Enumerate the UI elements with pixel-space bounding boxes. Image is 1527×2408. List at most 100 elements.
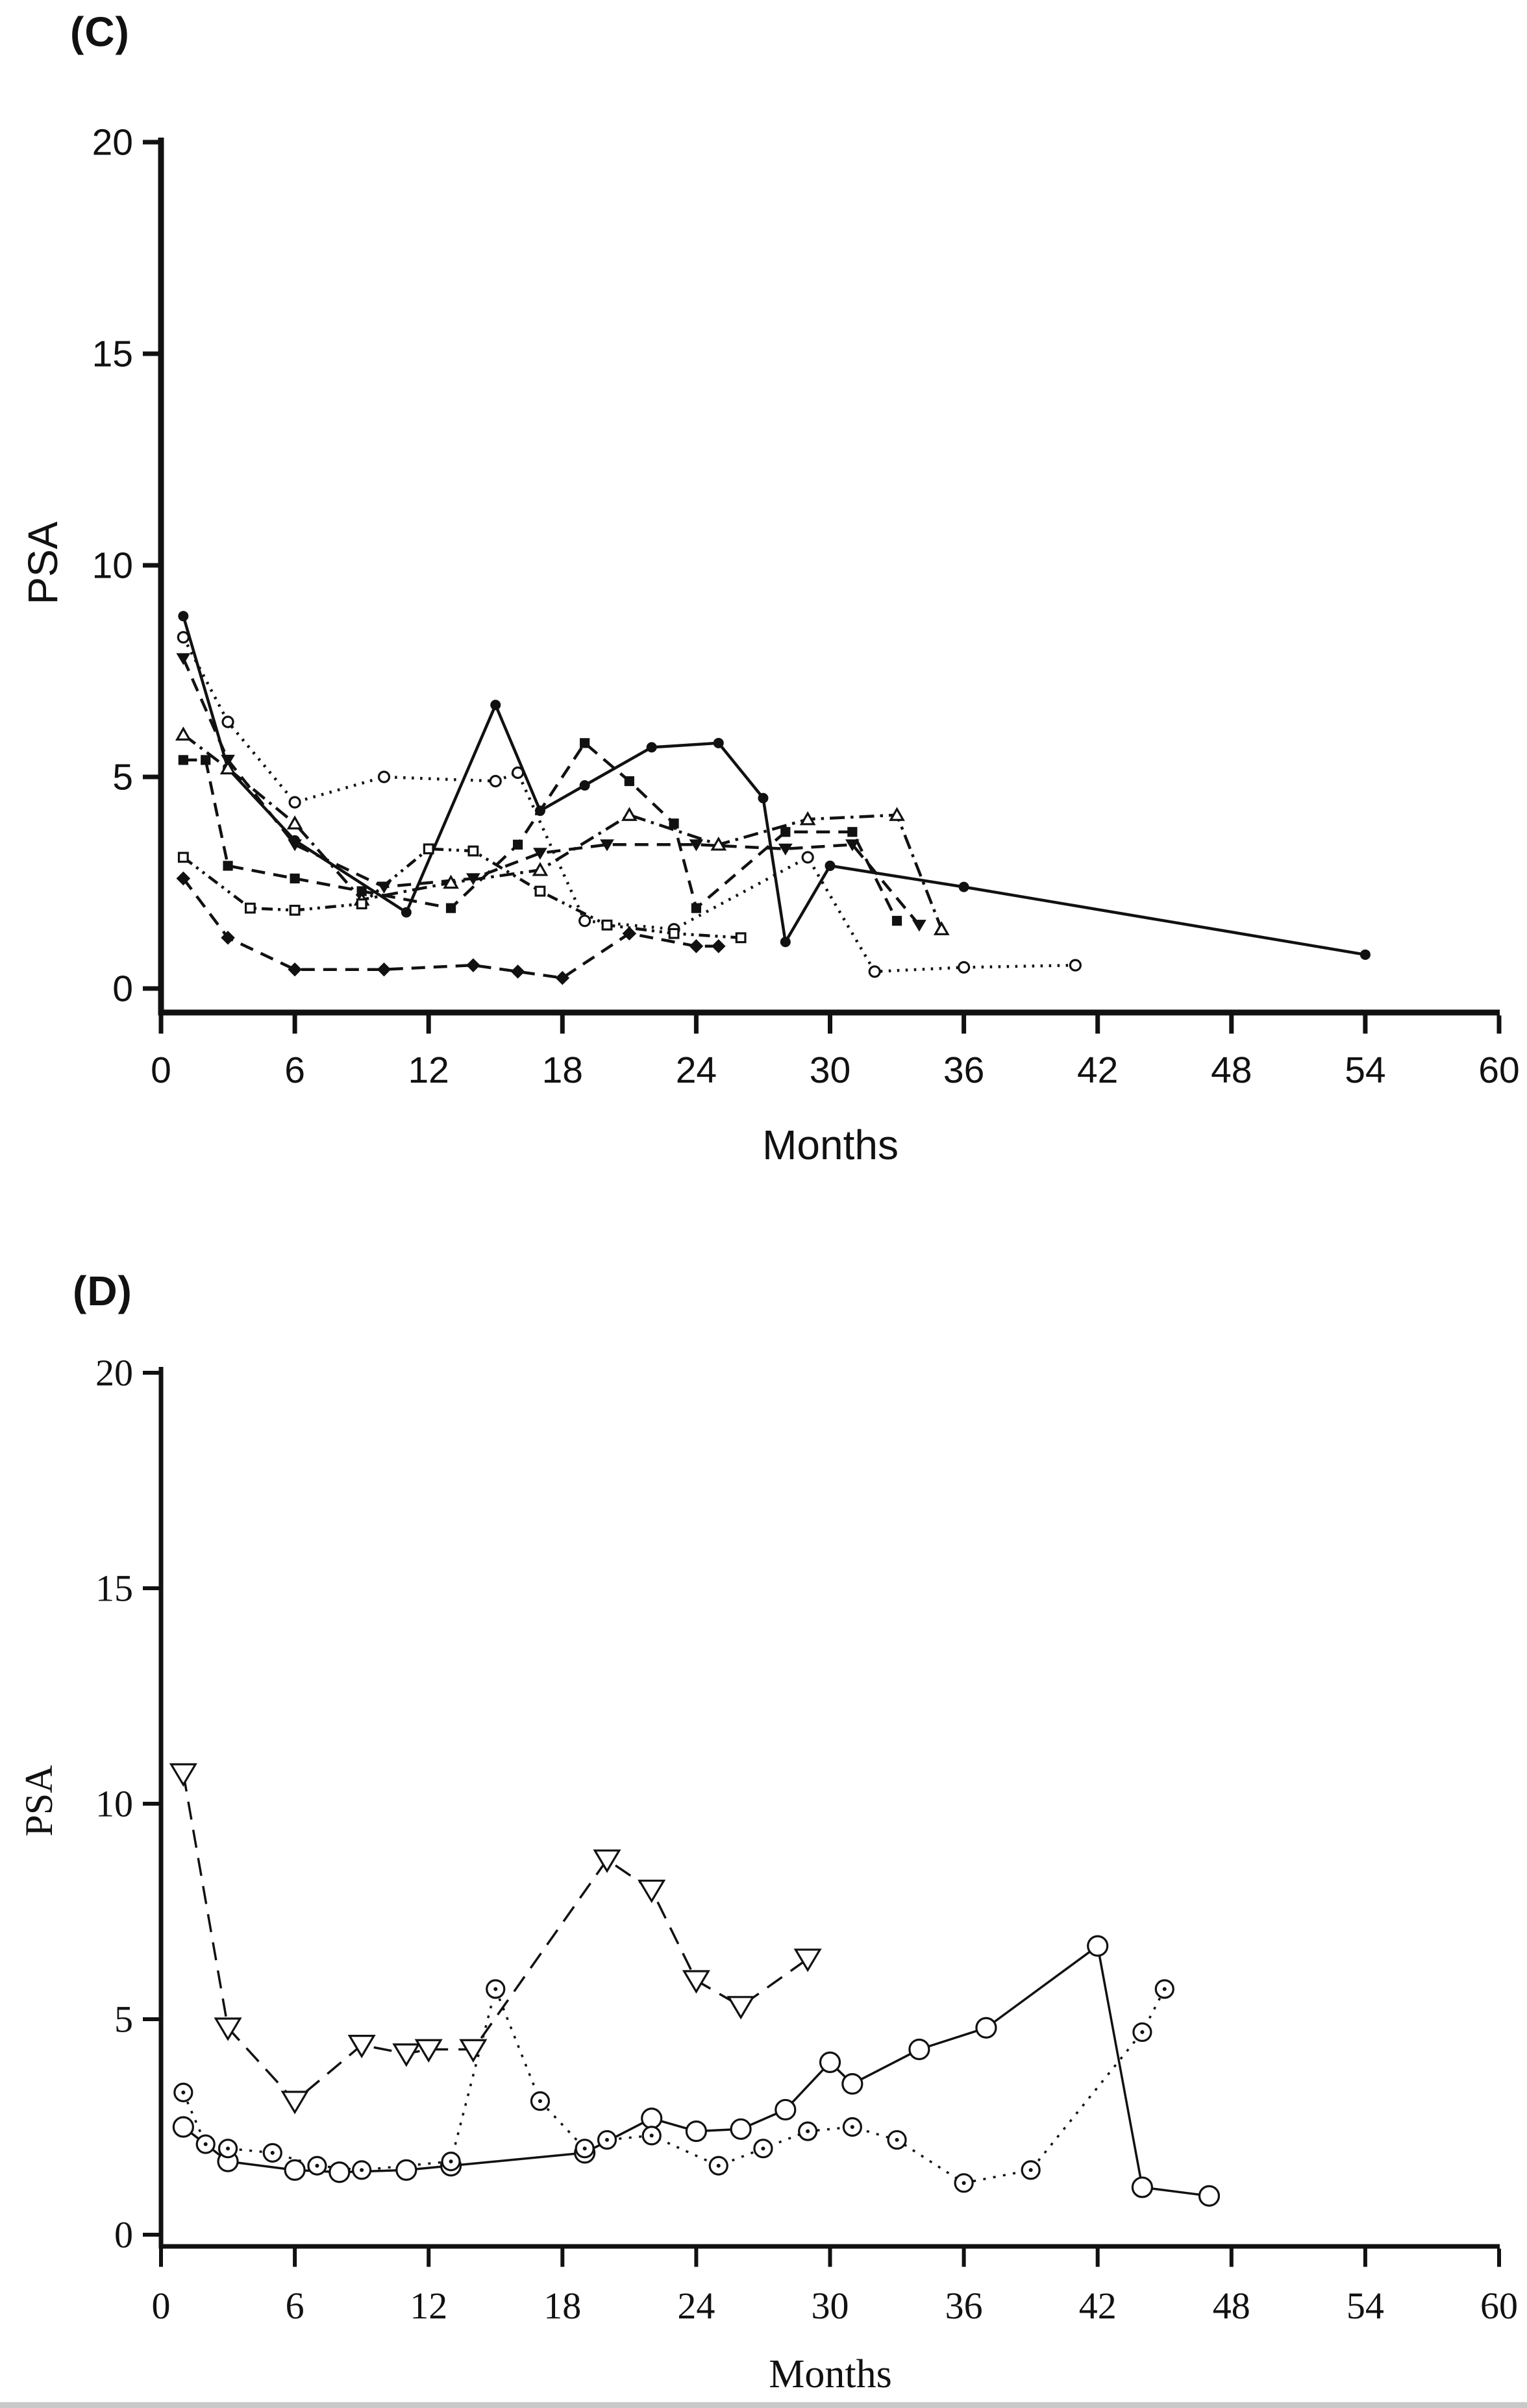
series-patient-2-marker: [578, 915, 591, 928]
series-patient-5-marker: [513, 839, 523, 850]
series-patient-2-marker: [511, 766, 525, 780]
series-patient-7-marker: [288, 962, 302, 977]
series-patient-4-marker: [710, 836, 727, 851]
series-patient-4-marker: [175, 726, 192, 741]
series-patient-10-marker: [181, 2090, 186, 2095]
x-tick-label: 0: [151, 1050, 171, 1091]
panel-c-plot: 0 5 10 15 20 0 6 12 18 24 30 36 42 48 54 60 Months PSA: [19, 121, 1520, 1168]
series-patient-8-marker: [214, 2017, 242, 2041]
y-tick-label: 20: [92, 121, 133, 163]
series-patient-7-marker: [689, 939, 704, 953]
series-patient-10-marker: [605, 2137, 609, 2142]
series-patient-6-marker: [735, 932, 747, 944]
series-patient-10-marker: [1140, 2030, 1145, 2034]
series-patient-9-marker: [1087, 1935, 1109, 1957]
series-patient-8-marker: [459, 2039, 488, 2063]
series-patient-7-marker: [510, 964, 525, 979]
series-patient-9-marker: [329, 2161, 351, 2183]
series-patient-1-marker: [958, 881, 969, 892]
series-patient-1-marker: [646, 742, 657, 753]
series-patient-7-marker: [176, 871, 191, 886]
series-patient-8-marker: [347, 2034, 376, 2059]
series-patient-3-marker: [778, 843, 793, 856]
x-tick-label: 18: [543, 2285, 581, 2327]
series-patient-3-line: [182, 657, 921, 926]
series-patient-8-marker: [793, 1948, 822, 1972]
series-patient-1-marker: [401, 907, 412, 918]
series-patient-2-line: [182, 636, 1076, 974]
series-patient-10-marker: [203, 2142, 208, 2146]
series-patient-9-marker: [1198, 2185, 1221, 2207]
x-tick-label: 18: [542, 1050, 583, 1091]
series-patient-6-marker: [467, 845, 479, 857]
series-patient-5-marker: [891, 916, 902, 926]
x-tick-label: 54: [1345, 1050, 1385, 1091]
series-patient-10-line: [182, 1987, 1166, 2185]
series-patient-8-marker: [593, 1849, 621, 1873]
series-patient-5-marker: [356, 886, 367, 896]
series-patient-10-marker: [270, 2150, 275, 2155]
x-tick-label: 48: [1211, 1050, 1252, 1091]
series-patient-7-marker: [555, 970, 570, 985]
series-patient-4-marker: [621, 807, 638, 821]
series-patient-1-marker: [178, 611, 189, 622]
series-patient-7-marker: [466, 958, 480, 972]
series-patient-10-marker: [806, 2129, 810, 2133]
series-patient-1-marker: [490, 700, 501, 711]
series-patient-1-marker: [534, 805, 545, 817]
series-patient-8-marker: [392, 2043, 421, 2067]
series-patient-2-marker: [1069, 959, 1082, 972]
series-patient-4-marker: [532, 862, 549, 876]
series-patient-6-marker: [423, 843, 434, 855]
series-patient-6-marker: [245, 902, 256, 914]
series-patient-10-marker: [716, 2163, 721, 2168]
bottom-edge-line: [0, 2402, 1527, 2408]
x-tick-label: 42: [1077, 1050, 1118, 1091]
series-patient-10-marker: [761, 2146, 765, 2151]
y-tick-label: 10: [92, 545, 133, 586]
x-tick-label: 36: [943, 1050, 984, 1091]
series-patient-6-marker: [534, 885, 546, 897]
series-patient-4-marker: [219, 760, 236, 775]
series-patient-8-marker: [280, 2091, 309, 2115]
series-patient-5-marker: [201, 755, 211, 765]
series-patient-8-marker: [638, 1879, 666, 1904]
series-patient-2-marker: [177, 631, 190, 644]
series-patient-10-marker: [962, 2181, 966, 2185]
series-patient-4-marker: [889, 807, 905, 821]
series-patient-10-marker: [360, 2168, 364, 2172]
series-patient-9-marker: [975, 2017, 997, 2039]
series-patient-5-marker: [847, 827, 858, 837]
series-patient-8-marker: [726, 1996, 755, 2020]
series-patient-10-marker: [850, 2125, 854, 2129]
series-patient-5-marker: [178, 755, 188, 765]
series-patient-6-marker: [289, 904, 301, 916]
series-patient-4-marker: [799, 811, 816, 826]
series-patient-10-marker: [226, 2146, 230, 2151]
series-patient-3-marker: [176, 653, 191, 665]
series-patient-9-marker: [1131, 2176, 1154, 2198]
series-patient-5-marker: [290, 873, 300, 884]
series-patient-3-marker: [689, 839, 704, 852]
y-tick-label: 5: [114, 1998, 133, 2041]
series-patient-9-marker: [819, 2051, 841, 2073]
x-tick-label: 12: [410, 2285, 447, 2327]
series-patient-3-marker: [845, 839, 860, 852]
x-tick-label: 12: [408, 1050, 449, 1091]
series-patient-1-marker: [1359, 949, 1371, 960]
series-patient-2-marker: [801, 851, 814, 864]
series-patient-4-marker: [286, 815, 303, 829]
series-patient-9-marker: [908, 2038, 930, 2061]
series-patient-7-marker: [711, 939, 726, 953]
series-patient-10-marker: [895, 2137, 899, 2142]
series-patient-10-marker: [1162, 1987, 1167, 1991]
series-patient-1-marker: [825, 860, 836, 871]
series-patient-2-marker: [221, 715, 234, 728]
series-patient-2-marker: [489, 774, 502, 788]
series-patient-10-marker: [1028, 2168, 1033, 2172]
y-tick-label: 20: [95, 1352, 133, 1394]
y-tick-label: 0: [114, 2214, 133, 2256]
series-patient-4-marker: [443, 874, 459, 889]
x-axis-title: Months: [769, 2352, 891, 2396]
